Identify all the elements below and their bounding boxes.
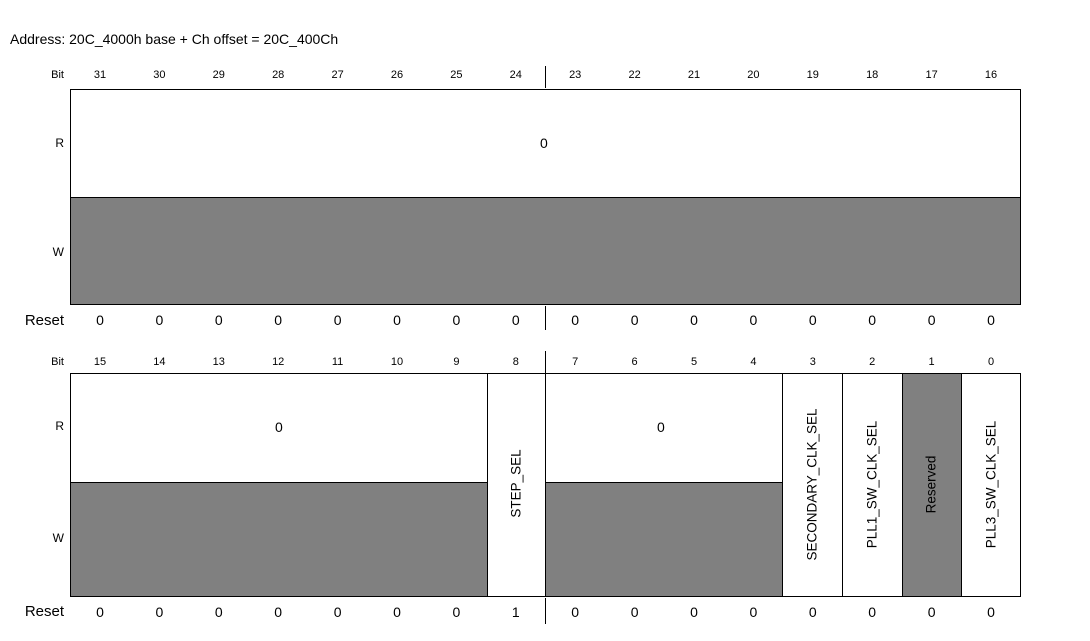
upper-write-field <box>70 197 1021 305</box>
reset-value: 0 <box>214 604 223 620</box>
step-sel-label: STEP_SEL <box>508 449 524 518</box>
bits-7-4-read-value: 0 <box>657 419 665 435</box>
bit-number: 23 <box>569 69 582 81</box>
bit-number: 6 <box>631 356 638 368</box>
register-address: Address: 20C_4000h base + Ch offset = 20… <box>10 31 339 47</box>
reset-value: 0 <box>155 604 164 620</box>
upper-byte-divider-top <box>545 66 546 88</box>
reset-value: 0 <box>96 604 104 620</box>
reset-value: 0 <box>214 312 223 328</box>
reset-value: 0 <box>808 312 817 328</box>
bit-number: 15 <box>93 356 107 368</box>
bits-7-4-read <box>545 373 783 483</box>
reset-value: 0 <box>511 312 520 328</box>
reset-value: 0 <box>868 604 877 620</box>
bit-number: 18 <box>866 69 879 81</box>
bit-number: 13 <box>212 356 225 368</box>
bit-number: 28 <box>272 69 285 81</box>
bits-15-9-write <box>70 482 488 597</box>
upper-byte-divider-bottom <box>545 306 546 330</box>
reset-value: 0 <box>987 312 995 328</box>
reset-value: 0 <box>333 604 342 620</box>
reset-value: 0 <box>749 604 758 620</box>
reset-value: 0 <box>571 312 580 328</box>
reset-value: 0 <box>393 604 401 620</box>
reset-value: 0 <box>96 312 104 328</box>
bit-number: 12 <box>272 356 285 368</box>
bit-number: 11 <box>331 356 344 368</box>
write-row-label-lower: W <box>52 531 64 545</box>
reset-value: 0 <box>690 312 698 328</box>
bit-number: 10 <box>390 356 404 368</box>
bit-number: 7 <box>572 356 579 368</box>
upper-read-value: 0 <box>540 135 548 151</box>
reset-value: 0 <box>571 604 580 620</box>
pll3-sw-clk-sel-label: PLL3_SW_CLK_SEL <box>983 420 999 549</box>
bit-number: 8 <box>512 356 519 368</box>
bit-number: 17 <box>925 69 938 81</box>
lower-byte-divider-bottom <box>545 598 546 624</box>
bit-number: 26 <box>390 69 404 81</box>
pll1-sw-clk-sel-label: PLL1_SW_CLK_SEL <box>864 420 880 549</box>
reset-value: 0 <box>690 604 698 620</box>
bit-number: 24 <box>509 69 522 81</box>
reset-value: 0 <box>630 604 639 620</box>
reset-value: 0 <box>155 312 164 328</box>
bit-number: 9 <box>453 356 460 368</box>
pll3-sw-clk-sel-field <box>961 373 1021 597</box>
reset-value: 0 <box>927 604 936 620</box>
bit-number: 29 <box>212 69 225 81</box>
reset-value: 0 <box>987 604 995 620</box>
secondary-clk-sel-label: SECONDARY_CLK_SEL <box>804 408 820 561</box>
bit-number: 4 <box>750 356 757 368</box>
bit-number: 1 <box>928 356 935 368</box>
bit-number: 20 <box>747 69 760 81</box>
bit-row-label-lower: Bit <box>51 356 64 368</box>
lower-reset-label: Reset <box>24 603 64 620</box>
lower-byte-divider-top <box>545 351 546 373</box>
bit-number: 14 <box>153 356 166 368</box>
reset-value: 0 <box>749 312 758 328</box>
reset-value: 0 <box>452 312 461 328</box>
reset-value: 0 <box>274 312 283 328</box>
reserved-label: Reserved <box>923 455 939 514</box>
bit-number: 3 <box>809 356 816 368</box>
upper-reset-label: Reset <box>24 312 64 329</box>
bit-number: 0 <box>987 356 995 368</box>
bit-number: 21 <box>687 69 701 81</box>
reset-value: 0 <box>868 312 877 328</box>
reserved-field <box>902 373 962 597</box>
reset-value: 0 <box>808 604 817 620</box>
reset-value: 0 <box>927 312 936 328</box>
bit-number: 19 <box>806 69 819 81</box>
reset-value: 1 <box>511 604 520 620</box>
read-row-label-lower: R <box>55 419 64 433</box>
bit-number: 25 <box>450 69 463 81</box>
reset-value: 0 <box>630 312 639 328</box>
bit-number: 30 <box>153 69 166 81</box>
reset-value: 0 <box>274 604 283 620</box>
bit-number: 5 <box>690 356 698 368</box>
bit-number: 16 <box>984 69 998 81</box>
reset-value: 0 <box>452 604 461 620</box>
bit-number: 2 <box>869 356 876 368</box>
reset-value: 0 <box>393 312 401 328</box>
bit-number: 31 <box>93 69 107 81</box>
bit-row-label: Bit <box>51 69 64 81</box>
reset-value: 0 <box>333 312 342 328</box>
bit-number: 27 <box>331 69 344 81</box>
bit-number: 22 <box>628 69 641 81</box>
bits-15-9-read-value: 0 <box>275 419 283 435</box>
write-row-label: W <box>52 245 64 259</box>
bits-7-4-write <box>545 482 783 597</box>
read-row-label: R <box>55 136 64 150</box>
